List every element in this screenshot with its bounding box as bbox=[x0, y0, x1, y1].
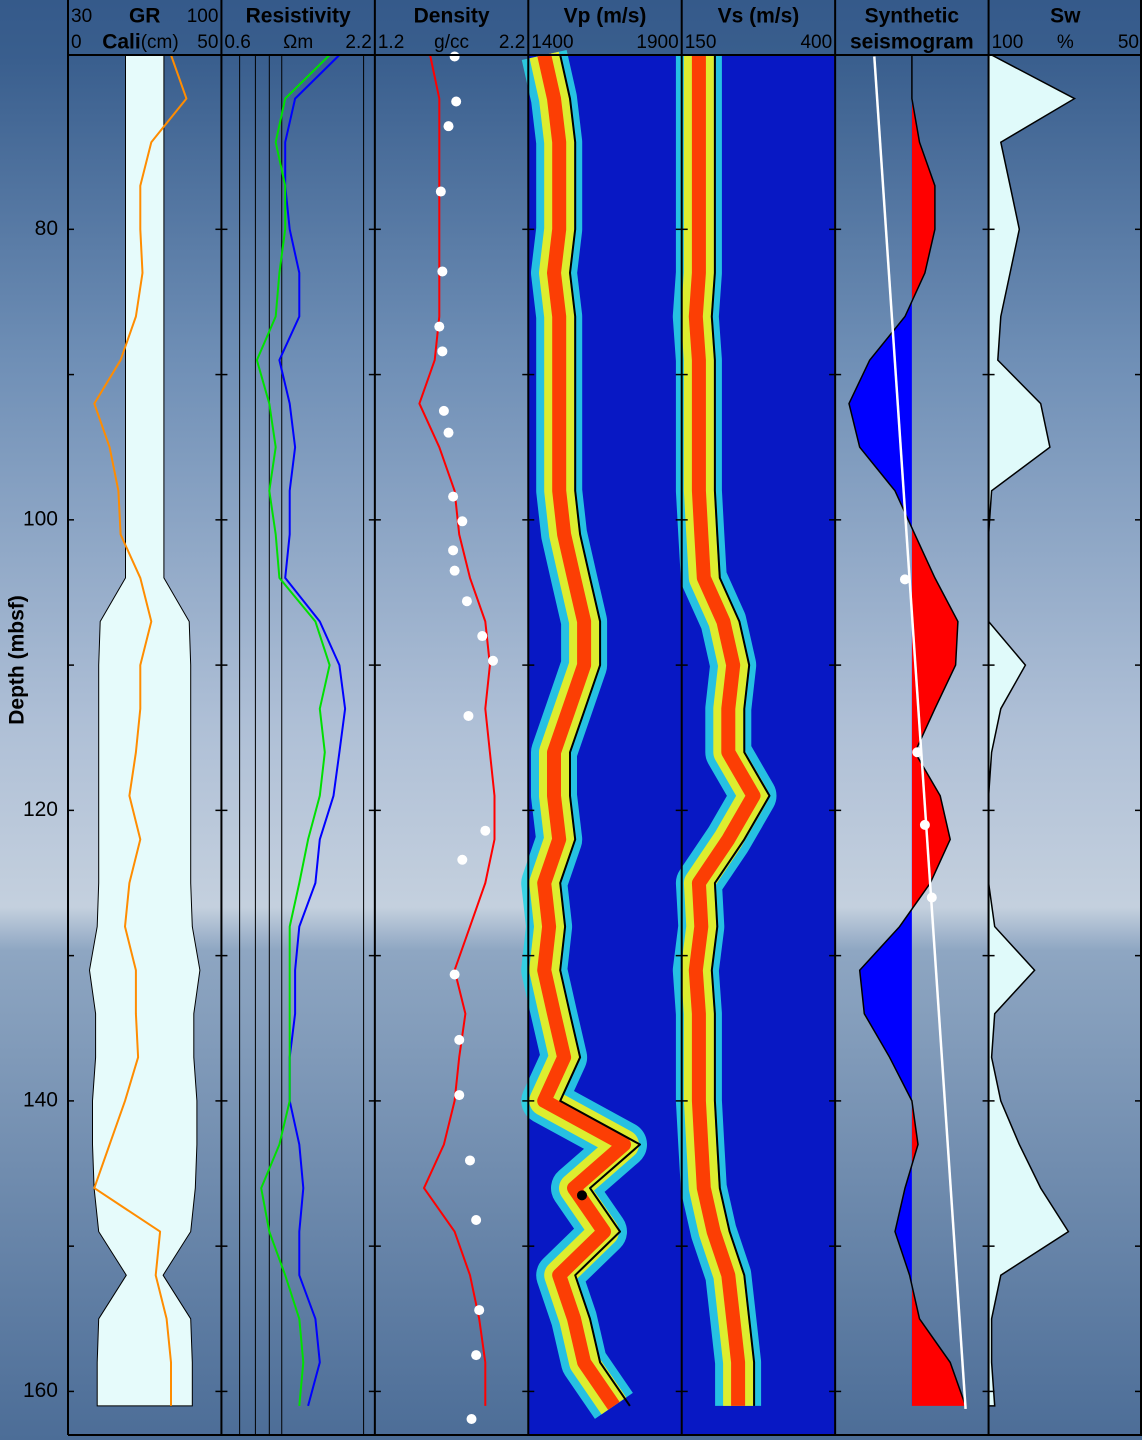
log-curve bbox=[93, 54, 188, 1406]
unit-label: (cm) bbox=[141, 32, 179, 53]
sample-point bbox=[457, 516, 468, 527]
sample-point bbox=[461, 596, 472, 607]
x-tick-label: 1.2 bbox=[378, 32, 404, 53]
track-title: seismogram bbox=[850, 31, 974, 54]
sample-point bbox=[437, 266, 448, 277]
log-curve bbox=[710, 55, 771, 1406]
wiggle-positive bbox=[912, 99, 966, 1406]
sample-point bbox=[449, 969, 460, 980]
x-tick-label: 1400 bbox=[531, 32, 573, 53]
log-curve bbox=[418, 54, 496, 1406]
sample-point bbox=[474, 1305, 485, 1316]
x-tick-label: 150 bbox=[685, 32, 717, 53]
log-curve bbox=[559, 54, 641, 1407]
y-tick-label: 140 bbox=[23, 1088, 58, 1111]
sample-point bbox=[451, 96, 462, 107]
y-tick-label: 100 bbox=[23, 507, 58, 530]
y-axis-label: Depth (mbsf) bbox=[6, 595, 29, 725]
y-tick-label: 120 bbox=[23, 798, 58, 821]
x-tick-label: 2.2 bbox=[345, 32, 371, 53]
unit-label: % bbox=[1057, 32, 1074, 53]
sample-point bbox=[899, 574, 910, 585]
y-tick-label: 80 bbox=[35, 217, 58, 240]
y-tick-label: 160 bbox=[23, 1379, 58, 1402]
sample-point bbox=[477, 631, 488, 642]
semblance-band bbox=[537, 53, 631, 1410]
track-title: Sw bbox=[1050, 5, 1081, 28]
log-curve bbox=[278, 54, 347, 1407]
sample-point bbox=[463, 710, 474, 721]
sample-point bbox=[443, 427, 454, 438]
track-title: Density bbox=[414, 5, 490, 28]
sample-point bbox=[919, 819, 930, 830]
log-curve bbox=[255, 54, 331, 1406]
sample-point bbox=[471, 1215, 482, 1226]
sample-point bbox=[466, 1414, 477, 1425]
x-tick-label: 100 bbox=[187, 6, 219, 27]
x-tick-label: 2.2 bbox=[499, 32, 525, 53]
track-title: Synthetic bbox=[865, 5, 960, 28]
unit-label: g/cc bbox=[434, 32, 469, 53]
sample-point bbox=[471, 1350, 482, 1361]
sample-point bbox=[448, 491, 459, 502]
x-tick-label: 0 bbox=[71, 32, 82, 53]
x-tick-label: 100 bbox=[992, 32, 1024, 53]
x-tick-label: 0.6 bbox=[224, 32, 250, 53]
semblance-band bbox=[688, 55, 761, 1406]
x-tick-label: 400 bbox=[800, 32, 832, 53]
caliper-fill bbox=[88, 54, 201, 1407]
wiggle-line bbox=[848, 55, 967, 1407]
sample-point bbox=[434, 321, 445, 332]
track-title: Resistivity bbox=[246, 5, 351, 28]
track-title: Vp (m/s) bbox=[564, 5, 647, 28]
sample-point bbox=[480, 825, 491, 836]
sample-point bbox=[926, 892, 937, 903]
series-name: GR bbox=[129, 5, 161, 28]
sample-point bbox=[912, 747, 923, 758]
track-title: Vs (m/s) bbox=[718, 5, 800, 28]
sample-point bbox=[449, 565, 460, 576]
saturation-fill bbox=[987, 54, 1077, 1407]
sample-point bbox=[437, 346, 448, 357]
sample-point bbox=[464, 1155, 475, 1166]
trend-line bbox=[873, 56, 967, 1409]
sample-point bbox=[443, 121, 454, 132]
sample-point bbox=[448, 545, 459, 556]
x-tick-label: 30 bbox=[71, 6, 92, 27]
unit-label: Ωm bbox=[283, 32, 313, 53]
x-tick-label: 1900 bbox=[636, 32, 678, 53]
sample-point bbox=[576, 1190, 587, 1201]
sample-point bbox=[438, 405, 449, 416]
sample-point bbox=[449, 51, 460, 62]
x-tick-label: 50 bbox=[1118, 32, 1139, 53]
x-tick-label: 50 bbox=[197, 32, 218, 53]
series-name: Cali bbox=[102, 31, 141, 54]
sample-point bbox=[454, 1090, 465, 1101]
sample-point bbox=[487, 655, 498, 666]
header-background bbox=[0, 0, 1142, 55]
sample-point bbox=[435, 186, 446, 197]
sample-point bbox=[454, 1034, 465, 1045]
sample-point bbox=[457, 854, 468, 865]
